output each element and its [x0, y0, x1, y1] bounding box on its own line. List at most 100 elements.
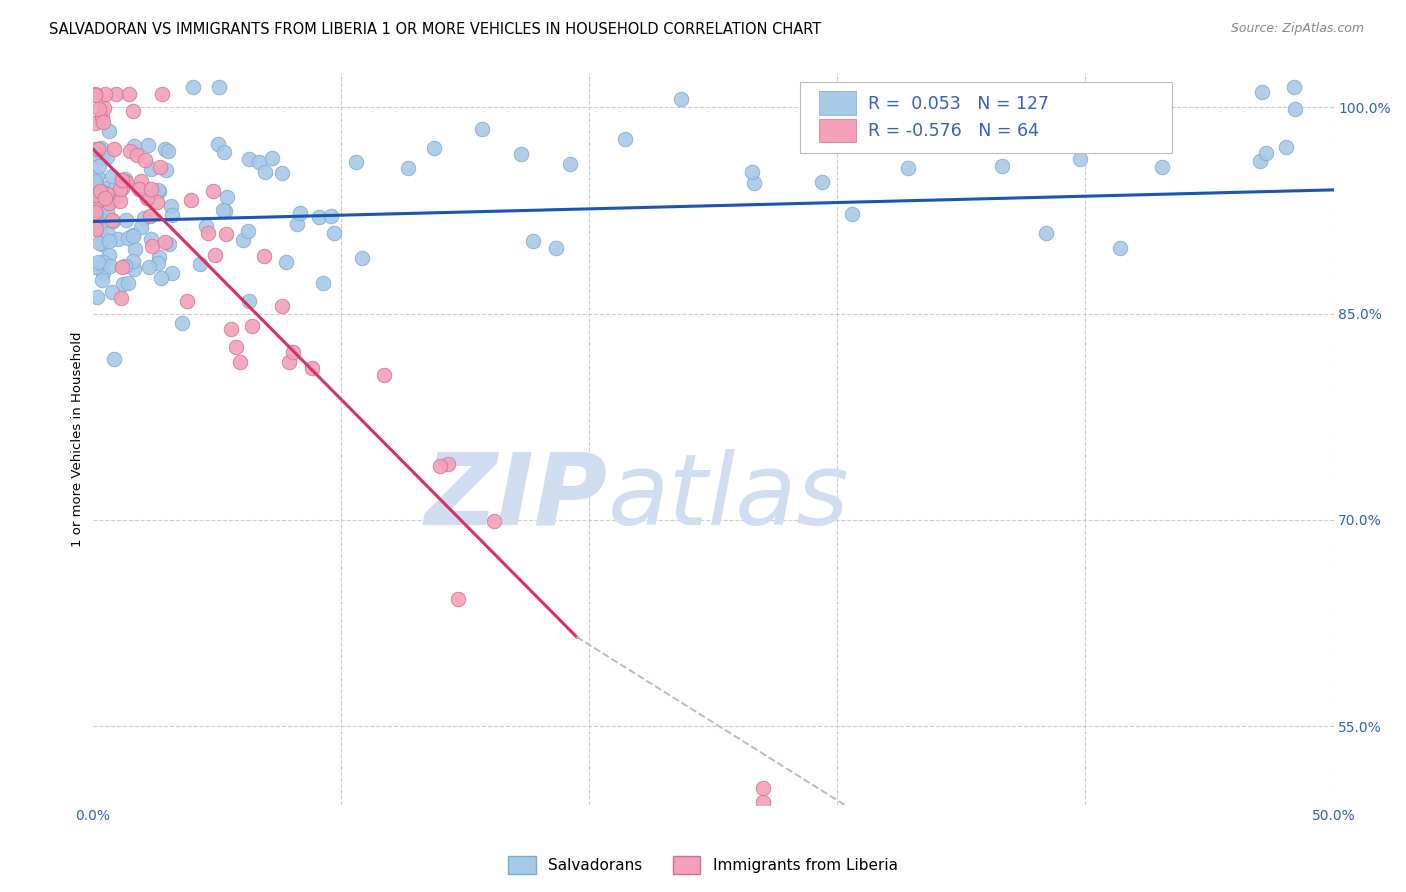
Point [114, 172, 136, 186]
Point [155, 162, 177, 177]
Point [141, 232, 163, 246]
Point [229, 355, 252, 369]
Point [91, 115, 114, 129]
Point [90, 209, 112, 223]
Point [160, 199, 183, 213]
Point [141, 238, 163, 252]
Point [201, 184, 224, 198]
Point [107, 188, 129, 202]
Point [84, 197, 107, 211]
Point [214, 145, 236, 159]
Point [122, 261, 145, 276]
Point [991, 159, 1014, 173]
Point [437, 458, 460, 472]
Point [146, 183, 169, 197]
Point [89, 223, 111, 237]
Point [308, 210, 330, 224]
Point [84, 88, 107, 103]
Point [148, 256, 170, 270]
Point [96, 204, 118, 219]
Point [84, 176, 107, 190]
Point [1284, 102, 1306, 116]
Point [104, 87, 127, 101]
Point [270, 166, 292, 180]
Point [910, 125, 932, 139]
Point [208, 79, 231, 94]
Point [89, 236, 111, 251]
Point [91, 152, 114, 166]
Point [97, 196, 120, 211]
Point [96, 150, 118, 164]
Point [249, 155, 271, 169]
Point [122, 227, 145, 242]
Point [84, 203, 107, 218]
Point [180, 193, 202, 207]
Point [160, 208, 183, 222]
Point [897, 161, 920, 175]
Point [1109, 241, 1132, 255]
Point [751, 781, 773, 796]
Point [86, 169, 108, 183]
Point [111, 173, 134, 187]
Point [98, 234, 121, 248]
Point [103, 181, 125, 195]
Point [108, 173, 131, 187]
Legend: Salvadorans, Immigrants from Liberia: Salvadorans, Immigrants from Liberia [502, 850, 904, 880]
Point [108, 182, 131, 196]
Point [117, 231, 139, 245]
Point [132, 211, 155, 226]
Point [150, 271, 173, 285]
Point [101, 169, 124, 184]
Point [322, 226, 344, 240]
Point [162, 267, 184, 281]
FancyBboxPatch shape [800, 82, 1173, 153]
Point [447, 591, 470, 606]
Point [110, 291, 132, 305]
Point [188, 257, 211, 271]
Point [1019, 121, 1042, 136]
Text: Source: ZipAtlas.com: Source: ZipAtlas.com [1230, 22, 1364, 36]
Point [101, 213, 124, 227]
Text: SALVADORAN VS IMMIGRANTS FROM LIBERIA 1 OR MORE VEHICLES IN HOUSEHOLD CORRELATIO: SALVADORAN VS IMMIGRANTS FROM LIBERIA 1 … [49, 22, 821, 37]
Point [1282, 79, 1305, 94]
Point [114, 259, 136, 273]
Point [741, 165, 763, 179]
Point [238, 152, 260, 166]
Point [84, 207, 107, 221]
Point [260, 151, 283, 165]
Point [84, 215, 107, 229]
Point [84, 87, 107, 101]
Point [118, 87, 141, 101]
Point [136, 189, 159, 203]
Point [134, 153, 156, 168]
Point [146, 195, 169, 210]
Point [110, 180, 132, 194]
Point [207, 136, 229, 151]
Point [312, 277, 335, 291]
Point [613, 132, 636, 146]
Point [1254, 146, 1277, 161]
Point [91, 273, 114, 287]
Point [669, 92, 692, 106]
Point [285, 217, 308, 231]
Point [90, 141, 112, 155]
Point [84, 260, 107, 275]
Text: atlas: atlas [607, 449, 849, 546]
Point [108, 194, 131, 208]
Point [122, 229, 145, 244]
Point [94, 181, 117, 195]
Point [212, 202, 235, 217]
Point [471, 122, 494, 136]
Point [148, 184, 170, 198]
Point [101, 285, 124, 299]
Bar [818, 91, 856, 115]
Point [1250, 86, 1272, 100]
Point [544, 241, 567, 255]
Point [117, 277, 139, 291]
Point [204, 248, 226, 262]
Point [1150, 160, 1173, 174]
Point [97, 124, 120, 138]
Point [124, 139, 146, 153]
Point [195, 219, 218, 234]
Point [124, 243, 146, 257]
